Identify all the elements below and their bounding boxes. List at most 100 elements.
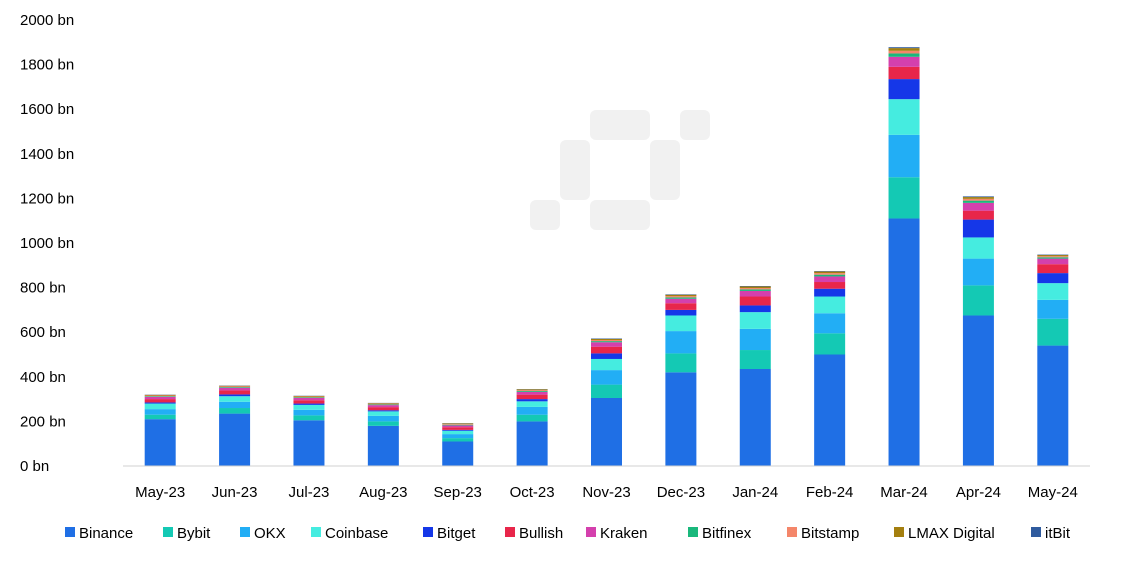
bar-segment xyxy=(219,386,251,388)
bar-segment xyxy=(516,391,548,395)
bar-segment xyxy=(144,402,176,404)
legend: Binance Bybit OKX Coinbase Bitget Bullish Krak… xyxy=(65,525,1071,542)
bar-segment xyxy=(293,403,325,405)
bar-segment xyxy=(1037,345,1069,466)
bar-segment xyxy=(442,438,474,442)
bar-segment xyxy=(442,429,474,431)
bar-segment xyxy=(665,298,697,304)
bar-segment xyxy=(144,419,176,466)
bar-segment xyxy=(591,353,622,359)
bar-segment xyxy=(591,338,622,341)
bar-segment xyxy=(219,413,251,466)
legend-swatch xyxy=(163,527,173,537)
bar-segment xyxy=(962,198,994,201)
bar-segment xyxy=(814,271,846,274)
bar-segment xyxy=(442,441,474,466)
legend-swatch xyxy=(423,527,433,537)
bar-segment xyxy=(367,415,399,422)
bar-segment xyxy=(591,341,622,343)
legend-label: Bitfinex xyxy=(702,525,752,542)
bar-segment xyxy=(293,420,325,466)
bar-segment xyxy=(665,297,697,299)
bar-segment xyxy=(739,305,771,313)
bar-segment xyxy=(591,370,622,385)
legend-label: LMAX Digital xyxy=(908,525,995,542)
bar-segment xyxy=(962,196,994,198)
bar-segment xyxy=(516,390,548,392)
bar-segment xyxy=(1037,264,1069,274)
bar-segment xyxy=(665,296,697,298)
x-tick-label: Jun-23 xyxy=(212,484,258,501)
bar-segment xyxy=(962,285,994,316)
bar-segment xyxy=(219,387,251,388)
bar-segment xyxy=(442,424,474,426)
y-tick-label: 1400 bn xyxy=(20,146,74,163)
y-tick-label: 400 bn xyxy=(20,369,66,386)
bar-segment xyxy=(962,315,994,466)
y-tick-label: 0 bn xyxy=(20,458,49,475)
bar-segment xyxy=(293,395,325,397)
bar-segment xyxy=(144,396,176,397)
bar-segment xyxy=(293,400,325,404)
legend-swatch xyxy=(787,527,797,537)
legend-swatch xyxy=(65,527,75,537)
bar-segment xyxy=(739,369,771,466)
bar-segment xyxy=(367,404,399,406)
y-tick-label: 600 bn xyxy=(20,324,66,341)
bar-segment xyxy=(888,134,920,178)
legend-label: Bullish xyxy=(519,525,563,542)
bar-segment xyxy=(962,202,994,211)
bar-segment xyxy=(591,397,622,466)
x-tick-label: Dec-23 xyxy=(657,484,705,501)
bar-segment xyxy=(516,421,548,466)
bar-segment xyxy=(293,409,325,416)
bar-segment xyxy=(888,79,920,100)
bar-segment xyxy=(739,350,771,369)
bar-segment xyxy=(144,414,176,420)
bar-segment xyxy=(665,353,697,373)
bar-segment xyxy=(814,354,846,466)
x-tick-label: Mar-24 xyxy=(880,484,928,501)
bar-segment xyxy=(442,427,474,430)
bar-segment xyxy=(1037,299,1069,319)
bar-segment xyxy=(367,411,399,416)
bar-segment xyxy=(442,424,474,425)
bar-segment xyxy=(516,399,548,402)
bar-segment xyxy=(144,394,176,396)
bar-segment xyxy=(367,407,399,411)
legend-label: itBit xyxy=(1045,525,1071,542)
bar-segment xyxy=(591,340,622,342)
bar-segment xyxy=(219,401,251,409)
bar-segment xyxy=(888,66,920,80)
bar-segment xyxy=(739,296,771,306)
y-tick-label: 1800 bn xyxy=(20,57,74,74)
bar-segment xyxy=(293,397,325,401)
bar-segment xyxy=(962,219,994,238)
bar-segment xyxy=(1037,273,1069,284)
bar-segment xyxy=(814,274,846,277)
bar-segment xyxy=(1037,256,1069,258)
legend-label: Bitget xyxy=(437,525,476,542)
bar-segment xyxy=(144,409,176,415)
y-tick-label: 1000 bn xyxy=(20,235,74,252)
bar-segment xyxy=(293,396,325,398)
bar-segment xyxy=(219,390,251,395)
legend-label: Coinbase xyxy=(325,525,388,542)
bar-segment xyxy=(442,434,474,439)
bars xyxy=(144,47,1069,466)
bar-segment xyxy=(144,395,176,397)
legend-label: OKX xyxy=(254,525,286,542)
bar-segment xyxy=(888,177,920,219)
bar-segment xyxy=(1037,255,1069,257)
bar-segment xyxy=(814,273,846,275)
x-axis: May-23 Jun-23 Jul-23 Aug-23 Sep-23 Oct-23 Nov-… xyxy=(135,484,1078,501)
bar-segment xyxy=(367,421,399,426)
bar-segment xyxy=(591,384,622,398)
bar-segment xyxy=(219,396,251,402)
bar-segment xyxy=(516,414,548,422)
bar-segment xyxy=(219,394,251,397)
bar-segment xyxy=(1037,258,1069,265)
bar-segment xyxy=(665,303,697,310)
bar-segment xyxy=(516,406,548,415)
bar-segment xyxy=(367,403,399,405)
